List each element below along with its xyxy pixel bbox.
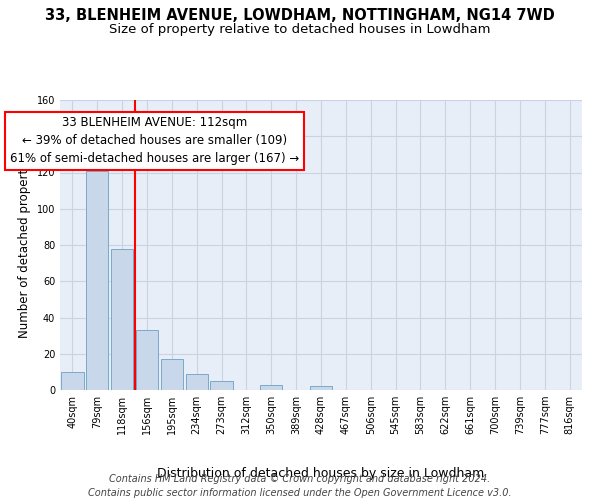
- Text: Contains HM Land Registry data © Crown copyright and database right 2024.
Contai: Contains HM Land Registry data © Crown c…: [88, 474, 512, 498]
- Text: 33 BLENHEIM AVENUE: 112sqm
← 39% of detached houses are smaller (109)
61% of sem: 33 BLENHEIM AVENUE: 112sqm ← 39% of deta…: [10, 116, 299, 166]
- Bar: [310, 386, 332, 390]
- Bar: [111, 248, 133, 390]
- Bar: [86, 170, 109, 390]
- Y-axis label: Number of detached properties: Number of detached properties: [18, 152, 31, 338]
- Text: 33, BLENHEIM AVENUE, LOWDHAM, NOTTINGHAM, NG14 7WD: 33, BLENHEIM AVENUE, LOWDHAM, NOTTINGHAM…: [45, 8, 555, 22]
- Bar: [211, 381, 233, 390]
- Bar: [161, 359, 183, 390]
- Bar: [260, 384, 283, 390]
- Text: Distribution of detached houses by size in Lowdham: Distribution of detached houses by size …: [157, 467, 485, 480]
- Bar: [136, 330, 158, 390]
- Text: Size of property relative to detached houses in Lowdham: Size of property relative to detached ho…: [109, 22, 491, 36]
- Bar: [61, 372, 83, 390]
- Bar: [185, 374, 208, 390]
